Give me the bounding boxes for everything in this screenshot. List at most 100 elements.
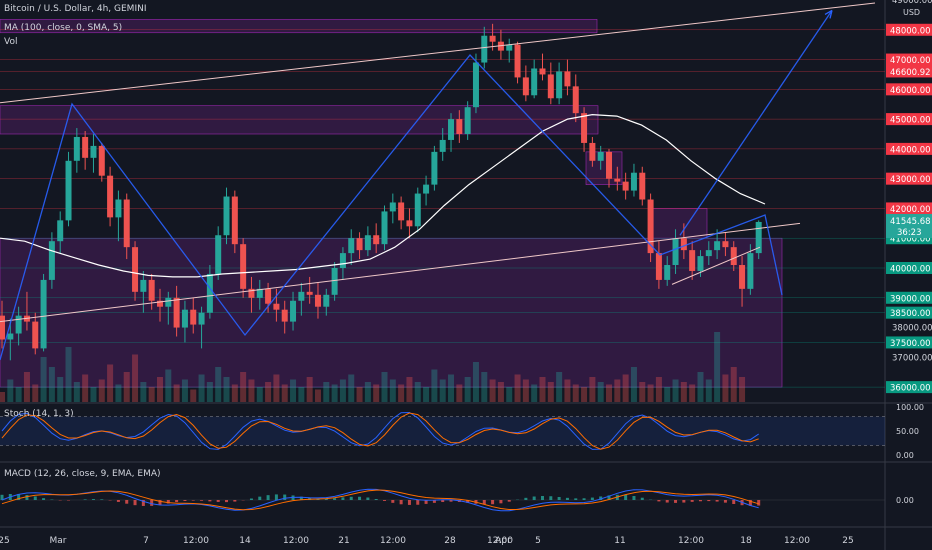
macd-histogram-bar bbox=[432, 500, 436, 503]
price-level-badge bbox=[886, 306, 932, 319]
macd-histogram-bar bbox=[582, 498, 586, 500]
candle-body bbox=[689, 250, 696, 271]
candle-body bbox=[0, 315, 5, 340]
macd-histogram-bar bbox=[141, 500, 145, 506]
vol-legend[interactable]: Vol bbox=[4, 37, 18, 47]
macd-histogram-bar bbox=[299, 496, 303, 500]
macd-histogram-bar bbox=[91, 499, 95, 500]
price-level-label: 41000.00 bbox=[890, 235, 931, 245]
time-axis-label: 28 bbox=[444, 536, 456, 546]
time-axis-label: 12:00 bbox=[183, 536, 209, 546]
candle-body bbox=[348, 238, 355, 254]
volume-bar bbox=[348, 374, 355, 402]
candle-body bbox=[531, 68, 538, 96]
macd-histogram-bar bbox=[482, 500, 486, 505]
trendline-lower bbox=[0, 222, 801, 323]
macd-histogram-bar bbox=[191, 500, 195, 501]
candle-body bbox=[489, 35, 496, 42]
candle-body bbox=[231, 196, 238, 245]
volume-bar bbox=[57, 377, 64, 402]
price-level-label: 38500.00 bbox=[890, 309, 931, 319]
candle-body bbox=[697, 256, 704, 271]
macd-histogram-bar bbox=[158, 500, 162, 505]
macd-histogram-bar bbox=[125, 500, 129, 504]
macd-histogram-bar bbox=[274, 494, 278, 500]
volume-bar bbox=[423, 387, 430, 402]
stoch-axis-label: 50.00 bbox=[896, 427, 919, 436]
macd-histogram-bar bbox=[399, 500, 403, 505]
volume-bar bbox=[23, 372, 30, 402]
time-axis-label: Mar bbox=[50, 536, 67, 546]
time-axis-label: 21 bbox=[338, 536, 349, 546]
volume-bar bbox=[639, 382, 646, 402]
candle-body bbox=[622, 181, 629, 191]
supply-demand-zone bbox=[649, 208, 708, 239]
macd-histogram-bar bbox=[532, 496, 536, 500]
candle-body bbox=[423, 184, 430, 194]
volume-bar bbox=[606, 384, 613, 402]
candle-body bbox=[680, 238, 687, 251]
volume-bar bbox=[190, 389, 197, 402]
candle-body bbox=[464, 107, 471, 134]
candle-body bbox=[722, 241, 729, 248]
volume-bar bbox=[240, 372, 247, 402]
candle-body bbox=[556, 71, 563, 99]
macd-histogram-bar bbox=[466, 500, 470, 503]
macd-histogram-bar bbox=[416, 500, 420, 505]
candle-body bbox=[730, 247, 737, 266]
macd-histogram-bar bbox=[757, 500, 761, 506]
macd-histogram-bar bbox=[225, 500, 229, 503]
zigzag-projection bbox=[0, 54, 783, 361]
candle-body bbox=[672, 238, 679, 266]
countdown-label: 36:23 bbox=[897, 228, 922, 238]
volume-bar bbox=[714, 332, 721, 402]
macd-histogram-bar bbox=[424, 500, 428, 504]
candle-body bbox=[323, 294, 330, 307]
macd-histogram-bar bbox=[590, 497, 594, 500]
candle-body bbox=[223, 196, 230, 236]
ma-legend[interactable]: MA (100, close, 0, SMA, 5) bbox=[4, 23, 123, 33]
time-axis-label: 14 bbox=[239, 536, 251, 546]
macd-histogram-bar bbox=[524, 497, 528, 500]
trendline-upper bbox=[0, 2, 876, 104]
macd-histogram-bar bbox=[258, 496, 262, 500]
price-level-badge bbox=[886, 53, 932, 66]
volume-bar bbox=[589, 377, 596, 402]
volume-bar bbox=[406, 377, 413, 402]
candle-body bbox=[364, 235, 371, 251]
candle-body bbox=[15, 315, 22, 334]
candle-body bbox=[206, 273, 213, 313]
price-level-label: 39000.00 bbox=[890, 294, 931, 304]
macd-histogram-bar bbox=[632, 496, 636, 500]
volume-bar bbox=[281, 384, 288, 402]
stoch-band bbox=[0, 416, 885, 446]
price-level-badge bbox=[886, 172, 932, 185]
macd-histogram-bar bbox=[383, 500, 386, 501]
macd-histogram-bar bbox=[690, 500, 694, 502]
macd-histogram-bar bbox=[208, 500, 212, 502]
time-axis-label: 12:00 bbox=[380, 536, 406, 546]
volume-bar bbox=[339, 379, 346, 402]
macd-histogram-bar bbox=[183, 500, 187, 502]
volume-bar bbox=[414, 382, 421, 402]
macd-histogram-bar bbox=[732, 500, 736, 505]
macd-histogram-bar bbox=[175, 500, 179, 503]
candle-body bbox=[389, 202, 396, 212]
volume-bar bbox=[273, 374, 280, 402]
time-axis-label: 18 bbox=[740, 536, 752, 546]
volume-bar bbox=[0, 392, 5, 402]
candle-body bbox=[215, 235, 222, 274]
macd-histogram-bar bbox=[549, 496, 553, 500]
macd-histogram-bar bbox=[0, 494, 4, 500]
price-level-label: 43000.00 bbox=[890, 175, 931, 185]
candle-body bbox=[755, 221, 762, 254]
price-level-badge bbox=[886, 83, 932, 96]
candle-body bbox=[123, 199, 130, 248]
candle-body bbox=[140, 279, 147, 292]
volume-bar bbox=[82, 374, 89, 402]
volume-bar bbox=[206, 382, 213, 402]
volume-bar bbox=[98, 379, 105, 402]
price-level-badge bbox=[886, 291, 932, 304]
macd-histogram-bar bbox=[216, 500, 220, 502]
